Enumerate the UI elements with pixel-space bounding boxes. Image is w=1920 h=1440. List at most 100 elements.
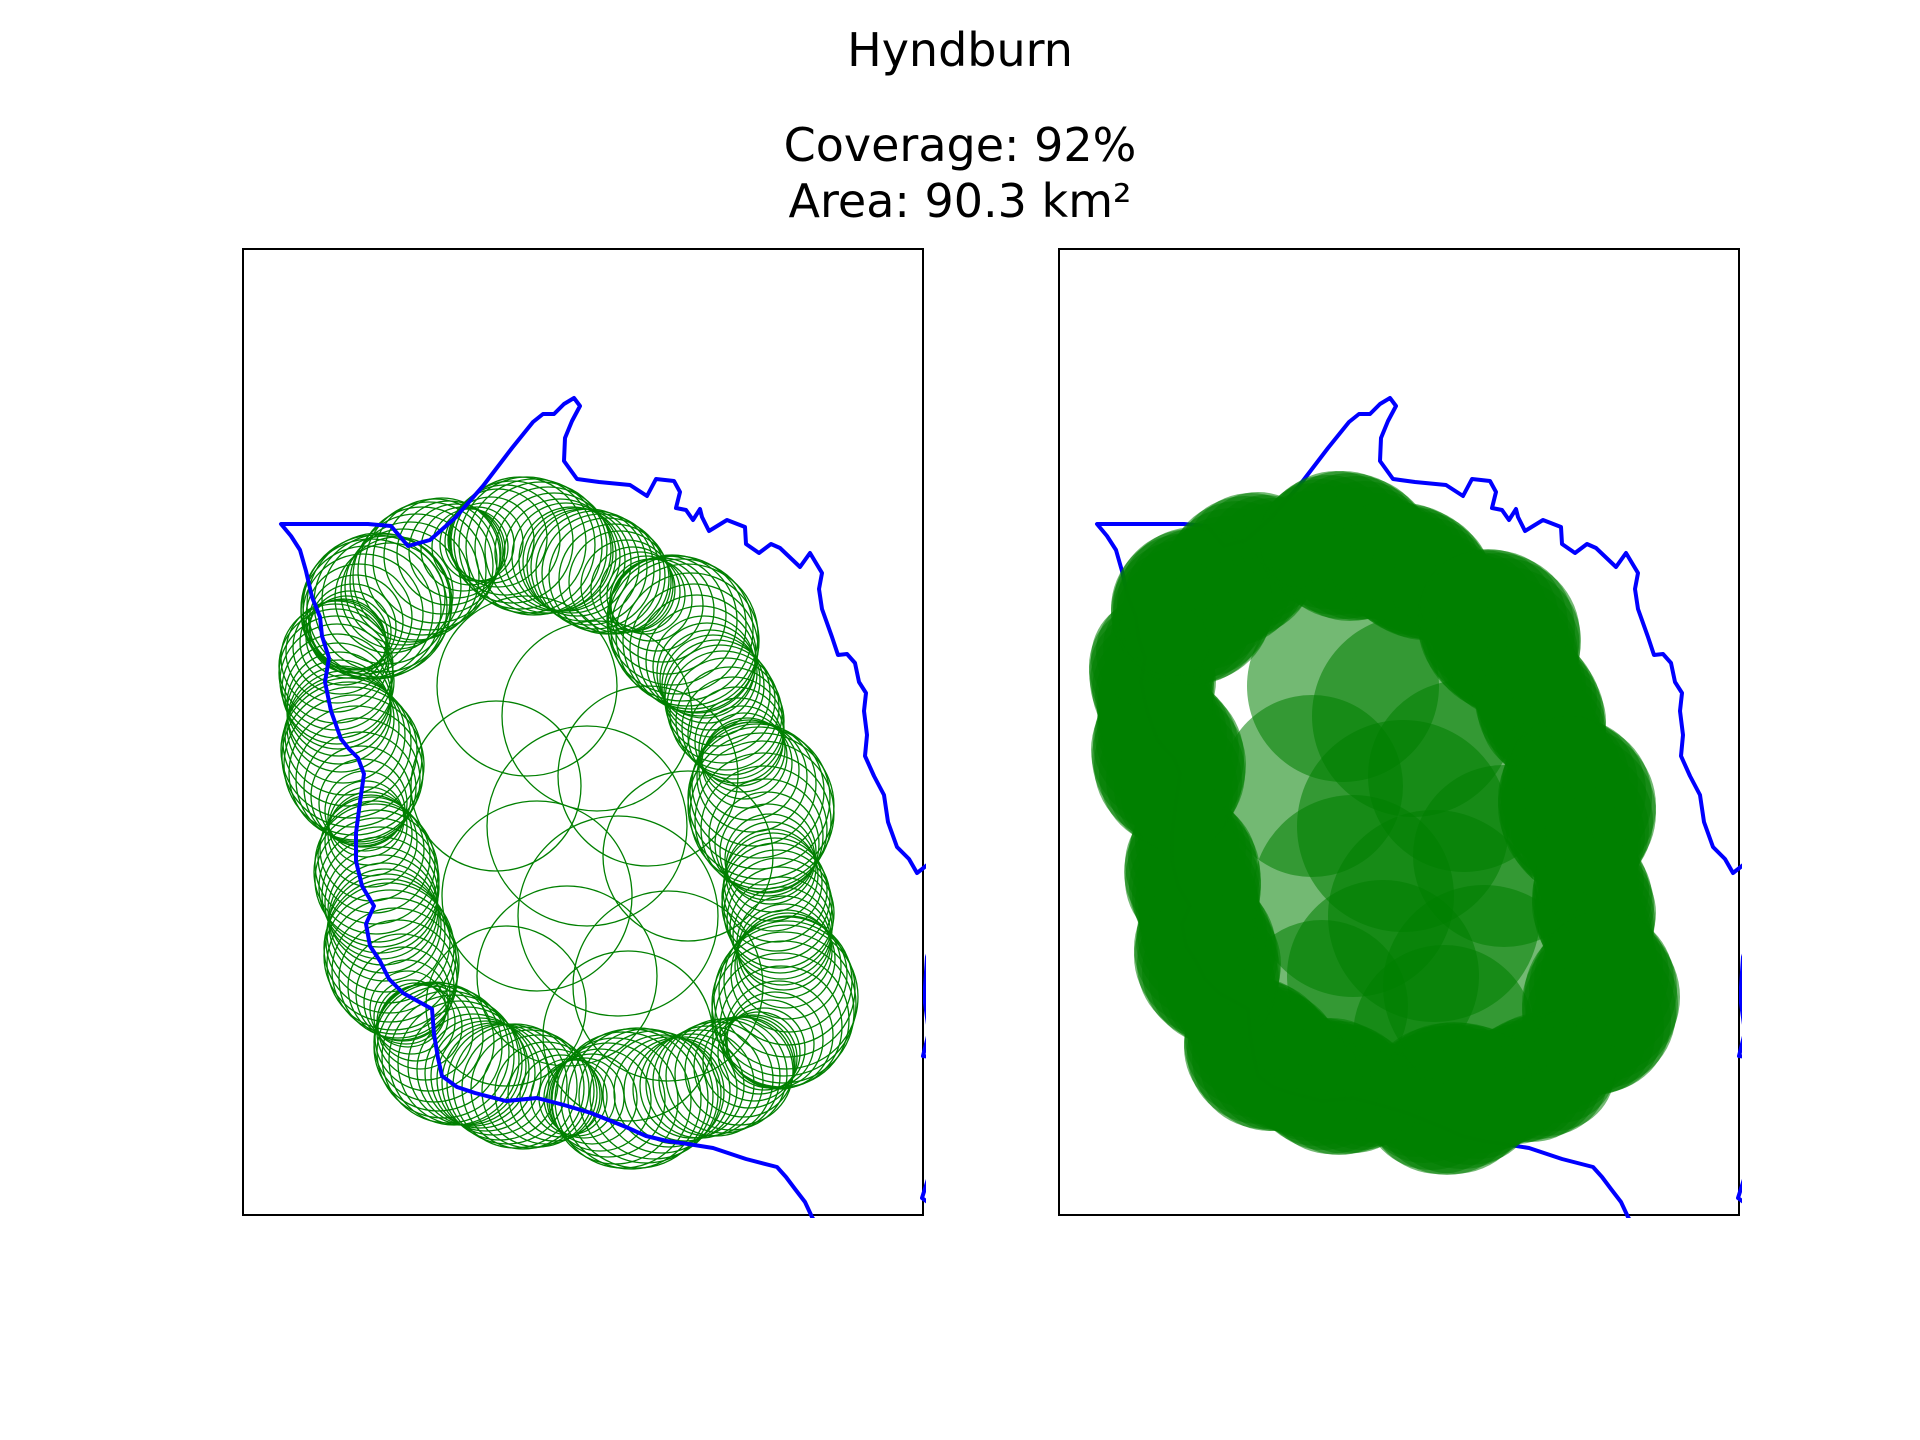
coverage-circle: [637, 594, 757, 714]
coverage-circle: [280, 681, 418, 819]
coverage-map-outline: [278, 396, 926, 1218]
coverage-circle: [557, 685, 739, 867]
coverage-circle: [410, 700, 582, 872]
coverage-circle: [632, 1036, 738, 1142]
coverage-circle: [408, 503, 504, 599]
coverage-circle: [700, 765, 828, 893]
coverage-circle: [430, 1020, 542, 1132]
coverage-circle: [305, 563, 413, 671]
coverage-circle: [280, 603, 390, 713]
coverage-circle: [558, 523, 670, 635]
coverage-circle: [416, 1013, 530, 1127]
coverage-circle: [327, 854, 439, 966]
coverage-circle: [711, 940, 855, 1084]
map-panel-outline-circles: [242, 248, 926, 1218]
coverage-circle: [602, 1034, 722, 1154]
coverage-circle: [373, 979, 449, 1055]
coverage-circle: [708, 778, 824, 894]
coverage-circle: [698, 719, 800, 821]
coverage-circle: [317, 800, 431, 914]
coverage-circle: [431, 508, 509, 586]
coverage-circle: [326, 873, 446, 993]
coverage-circle: [397, 1000, 523, 1126]
coverage-circle: [325, 878, 451, 1004]
coverage-circle: [645, 605, 757, 717]
coverage-circle: [572, 890, 764, 1082]
coverage-circle: [725, 999, 815, 1089]
coverage-circle: [324, 794, 418, 888]
coverage-circle: [729, 876, 833, 980]
coverage-circle: [383, 497, 501, 615]
coverage-circle: [352, 513, 480, 641]
coverage-circle: [518, 506, 626, 614]
district-boundary: [279, 396, 926, 1218]
coverage-label: Coverage: 92%: [783, 118, 1137, 172]
coverage-circle: [722, 1007, 806, 1091]
area-label: Area: 90.3 km²: [788, 174, 1132, 228]
coverage-circle: [441, 800, 633, 992]
coverage-circle: [567, 1027, 709, 1169]
coverage-circle: [377, 984, 463, 1070]
coverage-circle: [691, 721, 817, 847]
coverage-circle: [357, 506, 487, 636]
coverage-circle: [519, 1054, 603, 1138]
coverage-circle: [736, 909, 836, 1009]
coverage-circle: [484, 486, 612, 614]
coverage-circle: [284, 674, 406, 796]
coverage-circle: [606, 555, 686, 635]
coverage-circle: [501, 620, 693, 812]
coverage-circle: [303, 731, 417, 845]
coverage-circles-filled: [1089, 471, 1680, 1175]
coverage-circle: [517, 815, 719, 1017]
coverage-circle: [436, 595, 618, 777]
coverage-circle: [589, 1030, 719, 1160]
coverage-circle: [723, 857, 835, 969]
coverage-circle: [326, 897, 460, 1031]
map-panel-filled-circles: [1058, 248, 1742, 1218]
coverage-circle: [1353, 945, 1535, 1127]
coverage-circle: [313, 809, 439, 935]
coverage-circle: [535, 510, 655, 630]
figure-title: Hyndburn: [847, 23, 1073, 77]
coverage-circle: [721, 849, 833, 961]
coverage-circle: [328, 868, 442, 982]
coverage-circle: [306, 532, 452, 678]
coverage-circle: [607, 555, 747, 695]
coverage-circle: [734, 912, 842, 1020]
coverage-circle: [622, 572, 760, 710]
coverage-circle: [560, 1028, 702, 1170]
coverage-circle: [447, 496, 535, 584]
coverage-circle: [281, 633, 393, 745]
coverage-circle: [522, 507, 632, 617]
coverage-circle: [486, 725, 688, 927]
coverage-circle: [689, 723, 825, 859]
coverage-circle: [580, 539, 674, 633]
coverage-circle: [530, 508, 648, 626]
coverage-circle: [376, 982, 456, 1062]
coverage-circle: [318, 758, 408, 848]
coverage-circle: [694, 752, 832, 890]
coverage-circle: [726, 866, 834, 974]
coverage-map-filled: [1089, 396, 1742, 1218]
coverage-circle: [299, 598, 387, 686]
coverage-circle: [542, 950, 714, 1122]
coverage-circle: [281, 686, 423, 828]
coverage-circle: [652, 615, 756, 719]
coverage-circle: [674, 1017, 788, 1131]
coverage-circle: [639, 1033, 745, 1139]
coverage-circle: [602, 770, 774, 942]
coverage-circle: [331, 907, 459, 1035]
coverage-circle: [710, 1014, 798, 1102]
coverage-circle: [714, 791, 820, 897]
coverage-circle: [364, 501, 494, 631]
coverage-circle: [314, 803, 436, 925]
coverage-circle: [476, 885, 658, 1067]
coverage-circle: [610, 558, 754, 702]
coverage-circle: [321, 535, 451, 665]
coverage-circle: [474, 481, 608, 615]
coverage-circle: [1132, 530, 1272, 670]
coverage-circle: [381, 990, 515, 1124]
coverage-circle: [719, 803, 817, 901]
coverage-circle: [689, 740, 835, 886]
coverage-circle: [698, 705, 786, 793]
